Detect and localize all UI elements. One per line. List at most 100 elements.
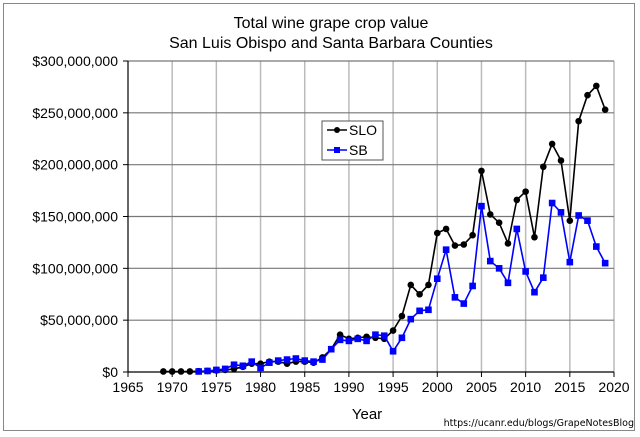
data-point xyxy=(257,364,264,372)
x-tick-label: 1965 xyxy=(112,379,143,395)
data-point xyxy=(451,294,459,301)
data-point xyxy=(478,202,485,210)
x-tick-label: 1970 xyxy=(157,379,188,395)
data-point xyxy=(504,240,512,247)
data-point xyxy=(372,331,379,338)
data-point xyxy=(531,233,538,241)
data-point xyxy=(168,368,176,375)
data-point xyxy=(451,242,459,249)
y-tick-label: $250,000,000 xyxy=(32,105,118,121)
x-tick-label: 1985 xyxy=(289,379,320,395)
x-tick-label: 2010 xyxy=(510,379,541,395)
data-point xyxy=(522,268,529,275)
data-point xyxy=(416,290,423,298)
data-point xyxy=(398,312,406,320)
data-point xyxy=(531,288,538,296)
data-point xyxy=(213,366,220,374)
data-point xyxy=(398,334,406,342)
chart-title: Total wine grape crop value xyxy=(234,15,429,32)
series-lines xyxy=(160,82,609,375)
data-point xyxy=(327,345,335,353)
data-point xyxy=(266,359,273,366)
x-tick-label: 1995 xyxy=(378,379,409,395)
y-tick-label: $300,000,000 xyxy=(32,53,118,69)
data-point xyxy=(513,196,521,204)
data-point xyxy=(301,357,309,364)
data-point xyxy=(186,368,194,375)
data-point xyxy=(310,358,317,365)
data-point xyxy=(557,209,565,216)
data-point xyxy=(442,246,450,253)
x-axis-label: Year xyxy=(352,406,382,423)
data-point xyxy=(540,274,547,281)
data-point xyxy=(239,362,247,370)
x-tick-label: 2005 xyxy=(466,379,497,395)
data-point xyxy=(548,199,556,207)
grid-lines xyxy=(128,60,615,372)
x-tick-label: 1975 xyxy=(201,379,232,395)
data-point xyxy=(593,82,600,90)
legend-slo-marker-icon xyxy=(334,127,340,133)
data-point xyxy=(504,279,512,287)
series-slo xyxy=(160,82,609,375)
x-tick-label: 2000 xyxy=(422,379,453,395)
y-tick-label: $200,000,000 xyxy=(32,157,118,173)
x-tick-label: 1980 xyxy=(245,379,276,395)
x-tick-label: 2015 xyxy=(554,379,585,395)
data-point xyxy=(548,140,556,148)
data-point xyxy=(495,219,503,227)
data-point xyxy=(584,217,591,224)
data-point xyxy=(486,257,494,265)
data-point xyxy=(575,117,582,125)
y-tick-label: $150,000,000 xyxy=(32,209,118,225)
data-point xyxy=(407,315,415,323)
data-point xyxy=(601,106,609,114)
data-point xyxy=(230,361,238,369)
data-point xyxy=(522,188,529,195)
data-point xyxy=(425,306,432,314)
y-tick-label: $0 xyxy=(102,364,118,380)
data-point xyxy=(354,335,362,343)
data-point xyxy=(601,259,609,267)
y-tick-label: $100,000,000 xyxy=(32,260,118,276)
legend-slo-label: SLO xyxy=(349,122,377,138)
series-sb xyxy=(195,199,609,375)
data-point xyxy=(221,365,229,373)
source-url: https://ucanr.edu/blogs/GrapeNotesBlog xyxy=(444,418,634,429)
data-point xyxy=(566,258,574,266)
x-tick-label: 1990 xyxy=(333,379,364,395)
chart-subtitle: San Luis Obispo and Santa Barbara Counti… xyxy=(169,35,493,52)
data-point xyxy=(557,157,565,164)
legend-sb-label: SB xyxy=(349,142,368,158)
data-point xyxy=(478,167,485,175)
data-point xyxy=(460,300,468,307)
data-point xyxy=(292,355,300,362)
data-point xyxy=(336,336,344,344)
data-point xyxy=(584,91,591,99)
x-tick-label: 2020 xyxy=(598,379,629,395)
data-point xyxy=(486,211,494,218)
data-point xyxy=(575,212,582,219)
data-point xyxy=(442,225,450,233)
data-point xyxy=(593,243,600,250)
data-point xyxy=(469,231,476,239)
y-tick-label: $50,000,000 xyxy=(40,312,118,328)
data-point xyxy=(389,347,397,355)
data-point xyxy=(204,367,211,375)
data-point xyxy=(283,356,291,363)
data-point xyxy=(495,265,503,272)
data-point xyxy=(319,356,326,363)
data-point xyxy=(460,241,468,248)
data-point xyxy=(540,163,547,171)
data-point xyxy=(425,281,432,289)
data-point xyxy=(336,331,344,338)
data-point xyxy=(433,275,441,282)
data-point xyxy=(195,368,202,375)
data-point xyxy=(363,337,370,345)
data-point xyxy=(407,281,415,289)
legend: SLO SB xyxy=(321,120,384,161)
data-point xyxy=(389,327,397,334)
legend-sb-marker-icon xyxy=(334,147,340,153)
legend-box xyxy=(321,120,384,161)
